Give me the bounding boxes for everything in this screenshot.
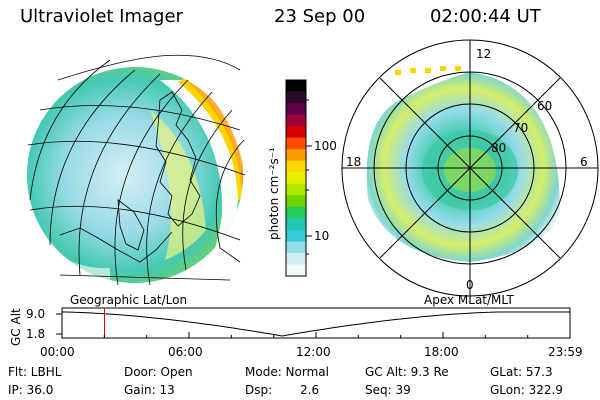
glat-readout: GLat: 57.3: [490, 365, 553, 379]
geographic-image: [27, 54, 246, 286]
mlat-label-70: 70: [513, 121, 528, 135]
colorbar-cell: [286, 229, 306, 242]
colorbar-cell: [286, 103, 306, 116]
colorbar-label-100: 100: [314, 139, 337, 153]
colorbar-cell: [286, 91, 306, 104]
mlt-label-18: 18: [346, 155, 361, 169]
alt-ytick-1.8: 1.8: [26, 327, 45, 341]
colorbar-cell: [286, 114, 306, 127]
altitude-curve: [62, 311, 570, 337]
colorbar-cell: [286, 218, 306, 231]
mlt-label-12: 12: [476, 47, 491, 61]
colorbar-cell: [286, 252, 306, 265]
gain-readout: Gain: 13: [124, 383, 175, 397]
mlt-label-0: 0: [466, 278, 474, 292]
colorbar-label-10: 10: [314, 229, 329, 243]
colorbar-cell: [286, 160, 306, 173]
alt-xtick-1200: 12:00: [296, 345, 331, 359]
observation-date: 23 Sep 00: [274, 6, 366, 27]
mlat-label-60: 60: [537, 99, 552, 113]
colorbar-cell: [286, 183, 306, 196]
ip-readout: IP: 36.0: [8, 383, 54, 397]
alt-xtick-2359: 23:59: [548, 345, 583, 359]
colorbar-cell: [286, 80, 306, 93]
seq-readout: Seq: 39: [365, 383, 411, 397]
alt-xtick-0000: 00:00: [40, 345, 75, 359]
mlt-label-6: 6: [580, 155, 588, 169]
apex-panel-label: Apex MLat/MLT: [424, 293, 514, 307]
colorbar-cell: [286, 137, 306, 150]
alt-xtick-1800: 18:00: [424, 345, 459, 359]
door-readout: Door: Open: [124, 365, 193, 379]
colorbar-cell: [286, 195, 306, 208]
dsp-value: 2.6: [300, 383, 320, 397]
observation-time: 02:00:44 UT: [430, 6, 541, 27]
filter-readout: Flt: LBHL: [8, 365, 62, 379]
colorbar-cell: [286, 126, 306, 139]
colorbar-cell: [286, 206, 306, 219]
colorbar-cell: [286, 241, 306, 254]
alt-xtick-0600: 06:00: [168, 345, 203, 359]
instrument-title: Ultraviolet Imager: [20, 6, 183, 27]
mlat-label-80: 80: [491, 141, 506, 155]
colorbar-cell: [286, 264, 306, 277]
glon-readout: GLon: 322.9: [490, 383, 563, 397]
mode-readout: Mode: Normal: [245, 365, 329, 379]
polar-image: 12 0 18 6 60 70 80: [341, 39, 599, 297]
colorbar-cell: [286, 149, 306, 162]
colorbar-unit-label: photon cm⁻²s⁻¹: [267, 147, 281, 240]
geographic-panel-label: Geographic Lat/Lon: [70, 293, 188, 307]
alt-ytick-9: 9.0: [26, 307, 45, 321]
colorbar-cell: [286, 172, 306, 185]
gc-alt-readout: GC Alt: 9.3 Re: [365, 365, 449, 379]
alt-axis-title: GC Alt: [9, 308, 23, 346]
color-scale-bar: 100 10 photon cm⁻²s⁻¹: [267, 79, 337, 277]
dsp-label: Dsp:: [245, 383, 273, 397]
altitude-plot: 9.0 1.8 GC Alt 00:00 06:00 12:00 18:00 2…: [9, 307, 583, 359]
